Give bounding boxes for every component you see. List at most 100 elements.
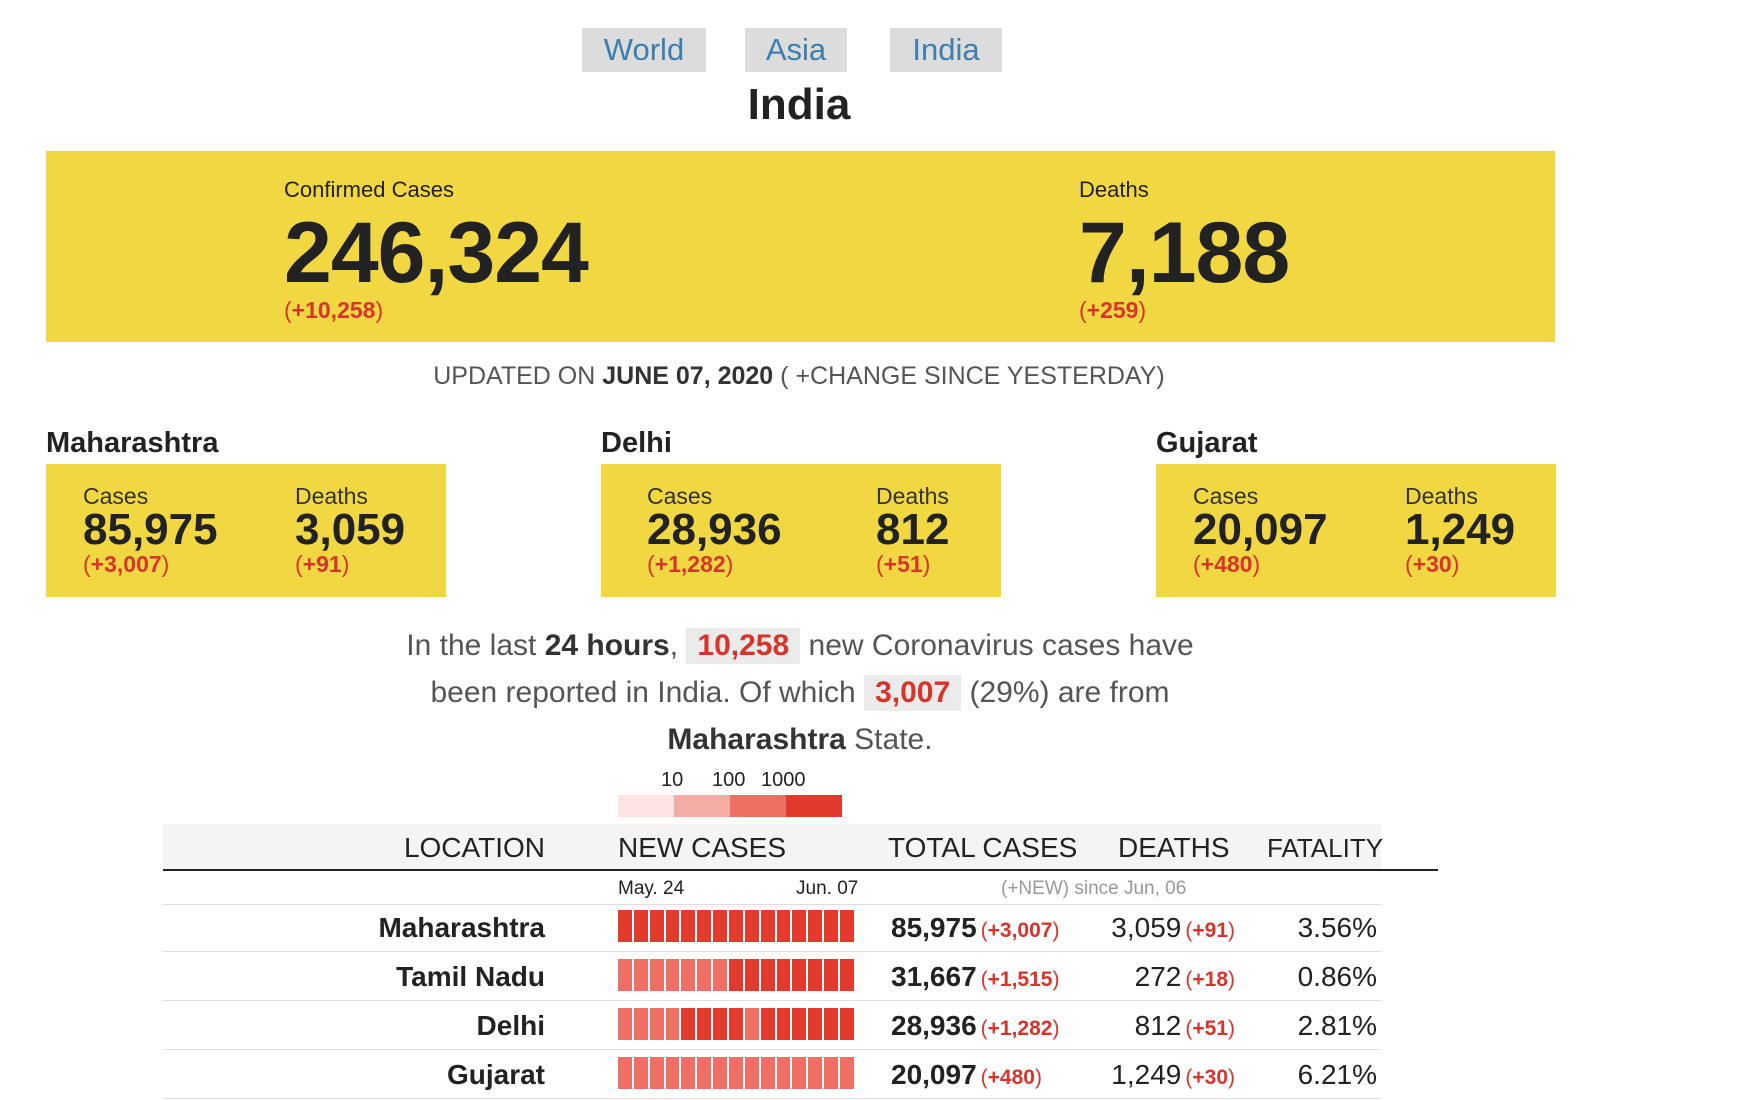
sparkline-day-bar (681, 1057, 696, 1089)
row-location: Tamil Nadu (396, 961, 545, 992)
row-total-cases: 85,975 (+3,007) (891, 912, 1060, 943)
row-deaths: 812 (+51) (1134, 1010, 1235, 1041)
table-row[interactable]: Delhi 28,936 (+1,282) 812 (+51) 2.81% (163, 1001, 1381, 1050)
sparkline-day-bar (713, 1057, 728, 1089)
sparkline-day-bar (840, 1008, 854, 1040)
sparkline-day-bar (808, 959, 823, 991)
sparkline-day-bar (618, 959, 632, 991)
since-note: (+NEW) since Jun, 06 (1001, 878, 1187, 899)
row-fatality: 6.21% (1297, 1059, 1377, 1090)
sparkline-day-bar (744, 910, 759, 942)
col-header-new-cases[interactable]: NEW CASES (618, 832, 787, 863)
state-cases: 20,097 (1193, 505, 1328, 554)
deaths-value: 7,188 (1079, 205, 1290, 301)
sparkline-day-bar (665, 1057, 680, 1089)
header-divider (163, 869, 1438, 871)
sparkline-day-bar (649, 1057, 664, 1089)
color-scale-legend: 10 100 1000 (618, 769, 842, 817)
sparkline-day-bar (633, 1057, 648, 1089)
sparkline-day-bar (618, 1008, 632, 1040)
state-name-delhi: Delhi (601, 427, 672, 459)
row-location: Delhi (476, 1010, 545, 1041)
sparkline-day-bar (824, 910, 839, 942)
row-fatality: 2.81% (1297, 1010, 1377, 1041)
tab-asia[interactable]: Asia (745, 28, 847, 72)
sparkline-day-bar (713, 959, 728, 991)
sparkline-day-bar (649, 1008, 664, 1040)
sparkline-day-bar (760, 1008, 775, 1040)
col-header-total-cases[interactable]: TOTAL CASES (888, 832, 1078, 863)
sparkline-day-bar (760, 959, 775, 991)
sparkline-day-bar (744, 1057, 759, 1089)
sparkline-day-bar (792, 1008, 807, 1040)
sparkline-day-bar (760, 1057, 775, 1089)
new-cases-highlight: 10,258 (686, 628, 801, 664)
sparkline-day-bar (697, 910, 712, 942)
updated-date: JUNE 07, 2020 (602, 362, 774, 390)
sparkline-day-bar (633, 1008, 648, 1040)
sparkline-day-bar (665, 1008, 680, 1040)
sparkline-day-bar (776, 910, 791, 942)
new-cases-sparkline (618, 1008, 854, 1040)
sparkline-day-bar (744, 1008, 759, 1040)
sparkline-day-bar (792, 910, 807, 942)
confirmed-cases-label: Confirmed Cases (284, 177, 454, 202)
table-row[interactable]: Gujarat 20,097 (+480) 1,249 (+30) 6.21% (163, 1050, 1381, 1099)
tab-world[interactable]: World (582, 28, 706, 72)
deaths-delta: (+259) (1079, 297, 1147, 323)
row-fatality: 0.86% (1297, 961, 1377, 992)
sparkline-day-bar (808, 1008, 823, 1040)
sparkline-day-bar (681, 959, 696, 991)
col-header-fatality[interactable]: FATALITY (1267, 833, 1384, 863)
new-cases-sparkline (618, 959, 854, 991)
state-deaths: 812 (876, 505, 950, 554)
sparkline-day-bar (697, 1057, 712, 1089)
new-cases-sparkline (618, 910, 854, 942)
sparkline-day-bar (649, 910, 664, 942)
sparkline-day-bar (744, 959, 759, 991)
sparkline-day-bar (808, 1057, 823, 1089)
legend-label-1000: 1000 (761, 769, 806, 791)
sparkline-day-bar (665, 910, 680, 942)
sparkline-day-bar (840, 959, 854, 991)
state-cases: 85,975 (83, 505, 218, 554)
sparkline-day-bar (697, 1008, 712, 1040)
row-location: Gujarat (446, 1059, 545, 1090)
sparkline-day-bar (840, 1057, 854, 1089)
sparkline-day-bar (633, 959, 648, 991)
table-row[interactable]: Tamil Nadu 31,667 (+1,515) 272 (+18) 0.86% (163, 952, 1381, 1001)
sparkline-day-bar (808, 910, 823, 942)
sparkline-day-bar (729, 959, 743, 991)
row-total-cases: 20,097 (+480) (891, 1059, 1042, 1090)
sparkline-day-bar (649, 959, 664, 991)
legend-swatch (730, 795, 786, 817)
sparkline-day-bar (697, 959, 712, 991)
state-card-maharashtra: Cases 85,975 (+3,007) Deaths 3,059 (+91) (46, 464, 446, 597)
sparkline-day-bar (618, 1057, 632, 1089)
summary-paragraph: In the last 24 hours, 10,258 new Coronav… (406, 628, 1194, 756)
col-header-deaths[interactable]: DEATHS (1118, 832, 1230, 863)
state-name-maharashtra: Maharashtra (46, 427, 219, 459)
row-total-cases: 28,936 (+1,282) (891, 1010, 1060, 1041)
sparkline-day-bar (618, 910, 632, 942)
sparkline-day-bar (681, 1008, 696, 1040)
row-deaths: 3,059 (+91) (1111, 912, 1235, 943)
national-totals-panel: Confirmed Cases 246,324 (+10,258) Deaths… (46, 151, 1555, 342)
sparkline-day-bar (760, 910, 775, 942)
col-header-location[interactable]: LOCATION (403, 832, 545, 863)
page-title: India (747, 80, 851, 129)
sparkline-day-bar (729, 910, 743, 942)
state-cases: 28,936 (647, 505, 782, 554)
states-table: LOCATION NEW CASES TOTAL CASES DEATHS FA… (163, 824, 1438, 1100)
sparkline-day-bar (729, 1008, 743, 1040)
sparkline-day-bar (713, 910, 728, 942)
deaths-label: Deaths (1079, 177, 1149, 202)
sparkline-day-bar (665, 959, 680, 991)
table-row[interactable]: Maharashtra 85,975 (+3,007) 3,059 (+91) 3.56% (163, 903, 1381, 952)
sparkline-day-bar (713, 1008, 728, 1040)
state-deaths: 3,059 (295, 505, 406, 554)
tab-india[interactable]: India (890, 28, 1002, 72)
state-deaths: 1,249 (1405, 505, 1516, 554)
confirmed-cases-block: Confirmed Cases 246,324 (+10,258) (284, 177, 589, 323)
row-deaths: 1,249 (+30) (1111, 1059, 1235, 1090)
